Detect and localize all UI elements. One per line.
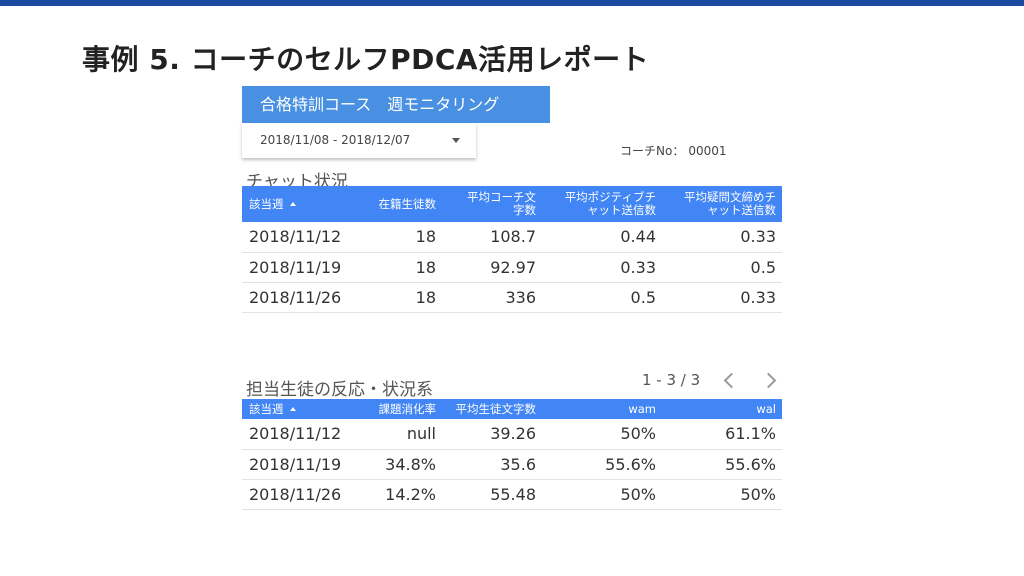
cell-wam: 55.6% (542, 449, 662, 480)
sort-ascending-icon[interactable] (289, 407, 296, 411)
student-reaction-table: 該当週 課題消化率 平均生徒文字数 wam wal 2018/11/12 nul… (242, 399, 782, 510)
report-title-bar: 合格特訓コース 週モニタリング (242, 86, 550, 123)
cell-question-chats: 0.33 (662, 282, 782, 313)
cell-students: 18 (362, 222, 442, 253)
column-header-students[interactable]: 在籍生徒数 (362, 186, 442, 222)
cell-positive-chats: 0.44 (542, 222, 662, 253)
coach-number: コーチNo： 00001 (620, 142, 727, 159)
cell-week: 2018/11/26 (242, 282, 362, 313)
cell-wal: 50% (662, 479, 782, 510)
cell-students: 18 (362, 252, 442, 283)
pagination-range: 1 - 3 / 3 (642, 371, 701, 389)
cell-wam: 50% (542, 479, 662, 510)
column-header-week[interactable]: 該当週 (242, 186, 362, 222)
pagination: 1 - 3 / 3 (642, 371, 777, 389)
cell-wam: 50% (542, 419, 662, 450)
cell-student-chars: 55.48 (442, 479, 542, 510)
cell-positive-chats: 0.5 (542, 282, 662, 313)
table-row: 2018/11/26 14.2% 55.48 50% 50% (242, 479, 782, 510)
table-header-row: 該当週 在籍生徒数 平均コーチ文 字数 平均ポジティブチ ャット送信数 平均疑問… (242, 186, 782, 222)
table-header-row: 該当週 課題消化率 平均生徒文字数 wam wal (242, 399, 782, 419)
cell-student-chars: 35.6 (442, 449, 542, 480)
report-title: 合格特訓コース 週モニタリング (260, 95, 500, 114)
cell-task-completion: 14.2% (362, 479, 442, 510)
chevron-right-icon[interactable] (760, 372, 777, 388)
reaction-section-title: 担当生徒の反応・状況系 (246, 380, 433, 400)
coach-number-label: コーチNo： (620, 144, 685, 158)
cell-student-chars: 39.26 (442, 419, 542, 450)
table-row: 2018/11/19 34.8% 35.6 55.6% 55.6% (242, 449, 782, 480)
cell-positive-chats: 0.33 (542, 252, 662, 283)
column-header-coach-chars[interactable]: 平均コーチ文 字数 (442, 186, 542, 222)
sort-ascending-icon[interactable] (289, 202, 296, 206)
cell-week: 2018/11/12 (242, 419, 362, 450)
column-header-wam[interactable]: wam (542, 399, 662, 419)
column-header-positive-chats[interactable]: 平均ポジティブチ ャット送信数 (542, 186, 662, 222)
cell-week: 2018/11/12 (242, 222, 362, 253)
column-header-question-chats[interactable]: 平均疑問文締めチ ャット送信数 (662, 186, 782, 222)
cell-students: 18 (362, 282, 442, 313)
table-row: 2018/11/12 18 108.7 0.44 0.33 (242, 222, 782, 253)
cell-week: 2018/11/19 (242, 252, 362, 283)
table-row: 2018/11/26 18 336 0.5 0.33 (242, 282, 782, 313)
cell-task-completion: 34.8% (362, 449, 442, 480)
cell-wal: 61.1% (662, 419, 782, 450)
date-range-select[interactable]: 2018/11/08 - 2018/12/07 (242, 123, 476, 158)
column-header-wal[interactable]: wal (662, 399, 782, 419)
coach-number-value: 00001 (688, 144, 727, 158)
chat-status-table: 該当週 在籍生徒数 平均コーチ文 字数 平均ポジティブチ ャット送信数 平均疑問… (242, 186, 782, 313)
chevron-left-icon[interactable] (723, 372, 740, 388)
dropdown-caret-icon (452, 138, 460, 143)
cell-week: 2018/11/19 (242, 449, 362, 480)
column-header-student-chars[interactable]: 平均生徒文字数 (442, 399, 542, 419)
table-row: 2018/11/19 18 92.97 0.33 0.5 (242, 252, 782, 283)
slide-title: 事例 5. コーチのセルフPDCA活用レポート (82, 43, 650, 76)
cell-question-chats: 0.33 (662, 222, 782, 253)
column-header-week[interactable]: 該当週 (242, 399, 362, 419)
date-range-value: 2018/11/08 - 2018/12/07 (260, 133, 411, 147)
cell-task-completion: null (362, 419, 442, 450)
cell-question-chats: 0.5 (662, 252, 782, 283)
column-header-task-completion[interactable]: 課題消化率 (362, 399, 442, 419)
slide-top-bar (0, 0, 1024, 6)
cell-coach-chars: 108.7 (442, 222, 542, 253)
cell-wal: 55.6% (662, 449, 782, 480)
cell-week: 2018/11/26 (242, 479, 362, 510)
cell-coach-chars: 92.97 (442, 252, 542, 283)
table-row: 2018/11/12 null 39.26 50% 61.1% (242, 419, 782, 450)
cell-coach-chars: 336 (442, 282, 542, 313)
